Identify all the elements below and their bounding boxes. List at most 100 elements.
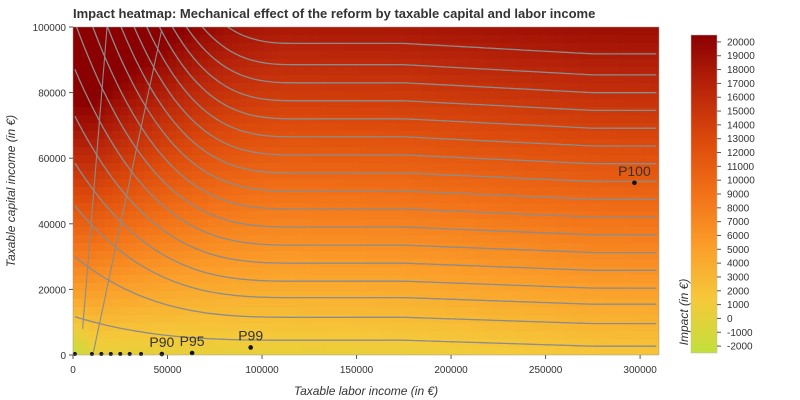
heatmap-cell [468,83,478,92]
heatmap-cell [532,115,541,124]
heatmap-cell [619,227,628,236]
heatmap-cell [350,75,359,84]
heatmap-cell [405,27,415,36]
heatmap-cell [191,259,201,268]
heatmap-cell [73,67,82,76]
heatmap-cell [73,187,82,196]
heatmap-cell [508,107,518,116]
heatmap-cell [603,43,613,52]
heatmap-cell [524,59,533,68]
heatmap-cell [215,331,225,340]
heatmap-cell [263,139,272,148]
heatmap-cell [239,283,248,292]
heatmap-cell [500,347,510,355]
heatmap-cell [643,75,652,84]
percentile-point-p95 [189,350,195,356]
heatmap-cell [373,283,383,292]
heatmap-cell [286,291,296,300]
heatmap-cell [508,243,518,252]
heatmap-cell [294,171,304,180]
heatmap-cell [310,219,320,228]
heatmap-cell [191,315,201,324]
heatmap-cell [318,43,328,52]
heatmap-cell [461,187,470,196]
heatmap-cell [104,187,114,196]
heatmap-cell [294,139,304,148]
heatmap-cell [358,83,367,92]
heatmap-cell [571,187,581,196]
heatmap-cell [350,171,359,180]
heatmap-cell [563,107,573,116]
heatmap-cell [556,139,565,148]
heatmap-cell [484,75,494,84]
heatmap-cell [595,67,605,76]
heatmap-cell [207,139,217,148]
heatmap-cell [294,283,304,292]
heatmap-cell [548,259,557,268]
heatmap-cell [468,131,478,140]
heatmap-cell [413,147,423,156]
heatmap-cell [421,123,430,132]
heatmap-cell [373,227,383,236]
heatmap-cell [183,123,193,132]
heatmap-cell [366,139,375,148]
heatmap-cell [302,99,312,108]
heatmap-cell [144,99,153,108]
heatmap-cell [373,99,383,108]
heatmap-cell [255,267,264,276]
heatmap-cell [350,283,359,292]
heatmap-cell [619,123,628,132]
heatmap-cell [96,131,106,140]
heatmap-cell [381,275,391,284]
heatmap-cell [453,267,462,276]
heatmap-cell [587,347,597,355]
heatmap-cell [540,187,549,196]
heatmap-cell [516,59,525,68]
heatmap-cell [540,283,549,292]
heatmap-cell [199,155,209,164]
heatmap-cell [175,107,185,116]
heatmap-cell [516,27,525,36]
heatmap-cell [144,283,153,292]
heatmap-cell [136,91,145,100]
heatmap-cell [492,99,502,108]
heatmap-cell [183,43,193,52]
heatmap-cell [548,267,557,276]
heatmap-cell [611,219,621,228]
heatmap-cell [587,267,597,276]
heatmap-cell [168,339,177,348]
heatmap-cell [231,35,240,44]
heatmap-cell [96,235,106,244]
heatmap-cell [453,235,462,244]
heatmap-cell [191,179,201,188]
heatmap-cell [619,347,628,355]
heatmap-cell [635,75,644,84]
heatmap-cell [405,99,415,108]
heatmap-cell [215,275,225,284]
heatmap-cell [104,107,114,116]
heatmap-cell [563,171,573,180]
heatmap-cell [247,267,256,276]
heatmap-cell [144,59,153,68]
heatmap-cell [453,67,462,76]
heatmap-cell [500,275,510,284]
heatmap-cell [191,147,201,156]
heatmap-cell [199,27,209,36]
heatmap-cell [563,227,573,236]
heatmap-cell [136,27,145,36]
heatmap-cell [231,275,240,284]
heatmap-cell [80,99,90,108]
heatmap-cell [326,251,335,260]
heatmap-cell [461,283,470,292]
heatmap-cell [413,107,423,116]
heatmap-cell [334,75,343,84]
heatmap-cell [112,171,122,180]
heatmap-cell [611,243,621,252]
heatmap-cell [500,331,510,340]
heatmap-cell [437,91,446,100]
heatmap-cell [461,59,470,68]
heatmap-cell [326,323,335,332]
heatmap-cell [223,91,232,100]
heatmap-cell [96,155,106,164]
heatmap-cell [334,43,343,52]
